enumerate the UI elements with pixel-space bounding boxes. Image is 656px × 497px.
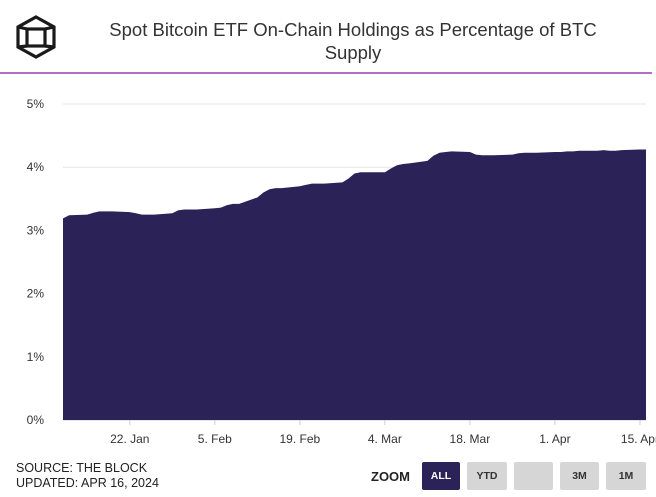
x-tick-label: 18. Mar xyxy=(450,432,491,446)
zoom-label: ZOOM xyxy=(371,469,410,484)
x-tick-label: 15. Apr xyxy=(621,432,656,446)
x-tick-label: 22. Jan xyxy=(110,432,149,446)
chart-title: Spot Bitcoin ETF On-Chain Holdings as Pe… xyxy=(70,18,636,64)
chart-title-line-1: Spot Bitcoin ETF On-Chain Holdings as Pe… xyxy=(109,19,597,40)
y-tick-label: 4% xyxy=(27,160,45,174)
zoom-1m-button[interactable]: 1M xyxy=(606,462,646,490)
zoom-ytd-button[interactable]: YTD xyxy=(467,462,507,490)
chart-title-line-2: Supply xyxy=(324,42,382,63)
x-axis-labels: 22. Jan 5. Feb 19. Feb 4. Mar 18. Mar 1. Apr 1… xyxy=(110,420,656,446)
title-divider xyxy=(0,72,652,74)
holdings-area-series[interactable] xyxy=(63,149,646,421)
source-label: SOURCE: THE BLOCK xyxy=(16,461,148,475)
updated-label: UPDATED: APR 16, 2024 xyxy=(16,476,159,490)
area-chart[interactable]: 0% 1% 2% 3% 4% 5% 22. Jan 5. Feb 19. Feb 4. Mar 1… xyxy=(0,0,656,460)
y-tick-label: 5% xyxy=(27,97,45,111)
zoom-all-button[interactable]: ALL xyxy=(422,462,460,490)
x-tick-label: 5. Feb xyxy=(198,432,232,446)
y-tick-label: 0% xyxy=(27,413,45,427)
y-tick-label: 1% xyxy=(27,350,45,364)
y-tick-label: 2% xyxy=(27,287,45,301)
the-block-cube-icon xyxy=(16,15,56,59)
x-tick-label: 19. Feb xyxy=(279,432,320,446)
x-tick-label: 4. Mar xyxy=(368,432,402,446)
x-tick-label: 1. Apr xyxy=(539,432,570,446)
zoom-blank-button[interactable] xyxy=(514,462,553,490)
zoom-3m-button[interactable]: 3M xyxy=(560,462,599,490)
source-note: SOURCE: THE BLOCK UPDATED: APR 16, 2024 xyxy=(16,461,159,491)
y-tick-label: 3% xyxy=(27,223,45,237)
y-axis-labels: 0% 1% 2% 3% 4% 5% xyxy=(27,97,45,427)
